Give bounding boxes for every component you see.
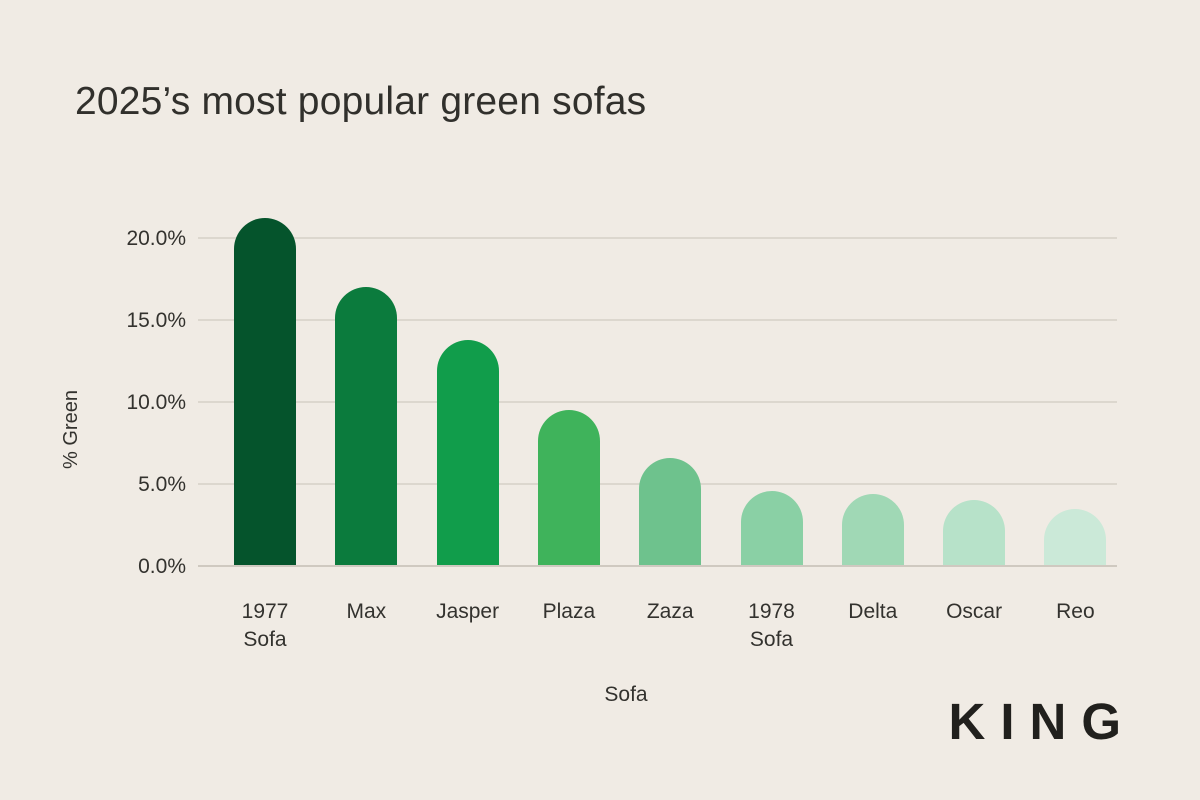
y-tick-label: 15.0% xyxy=(126,309,186,332)
bar-jasper xyxy=(436,339,499,566)
bar-1978-sofa xyxy=(740,490,803,566)
x-axis-title: Sofa xyxy=(604,683,648,706)
y-axis-title: % Green xyxy=(59,389,82,469)
gridline xyxy=(198,237,1117,239)
bar-oscar xyxy=(943,500,1006,566)
x-tick-label: Jasper xyxy=(436,600,500,623)
bar-max xyxy=(335,287,398,566)
x-tick-label: Plaza xyxy=(542,600,596,623)
bar-1977-sofa xyxy=(234,218,296,566)
x-axis-line xyxy=(198,565,1117,567)
x-tick-label: 1977 Sofa xyxy=(241,600,289,651)
x-tick-label: Max xyxy=(346,600,387,623)
y-tick-label: 0.0% xyxy=(138,555,186,578)
y-tick-label: 10.0% xyxy=(126,391,186,414)
bar-plaza xyxy=(537,410,600,566)
x-tick-label: Reo xyxy=(1056,600,1095,623)
x-tick-label: Delta xyxy=(848,600,898,623)
y-tick-label: 5.0% xyxy=(138,473,186,496)
king-logo: KING xyxy=(948,693,1136,750)
chart-title: 2025’s most popular green sofas xyxy=(75,80,647,123)
bar-zaza xyxy=(639,457,702,566)
x-tick-label: Zaza xyxy=(646,600,694,623)
bar-delta xyxy=(841,493,904,566)
x-tick-label: Oscar xyxy=(946,600,1003,623)
gridline xyxy=(198,319,1117,321)
bar-reo xyxy=(1044,508,1107,566)
gridline xyxy=(198,401,1117,403)
x-tick-label: 1978 Sofa xyxy=(748,600,795,651)
y-tick-label: 20.0% xyxy=(126,227,186,250)
y-axis-title-box: % Green xyxy=(56,339,86,519)
